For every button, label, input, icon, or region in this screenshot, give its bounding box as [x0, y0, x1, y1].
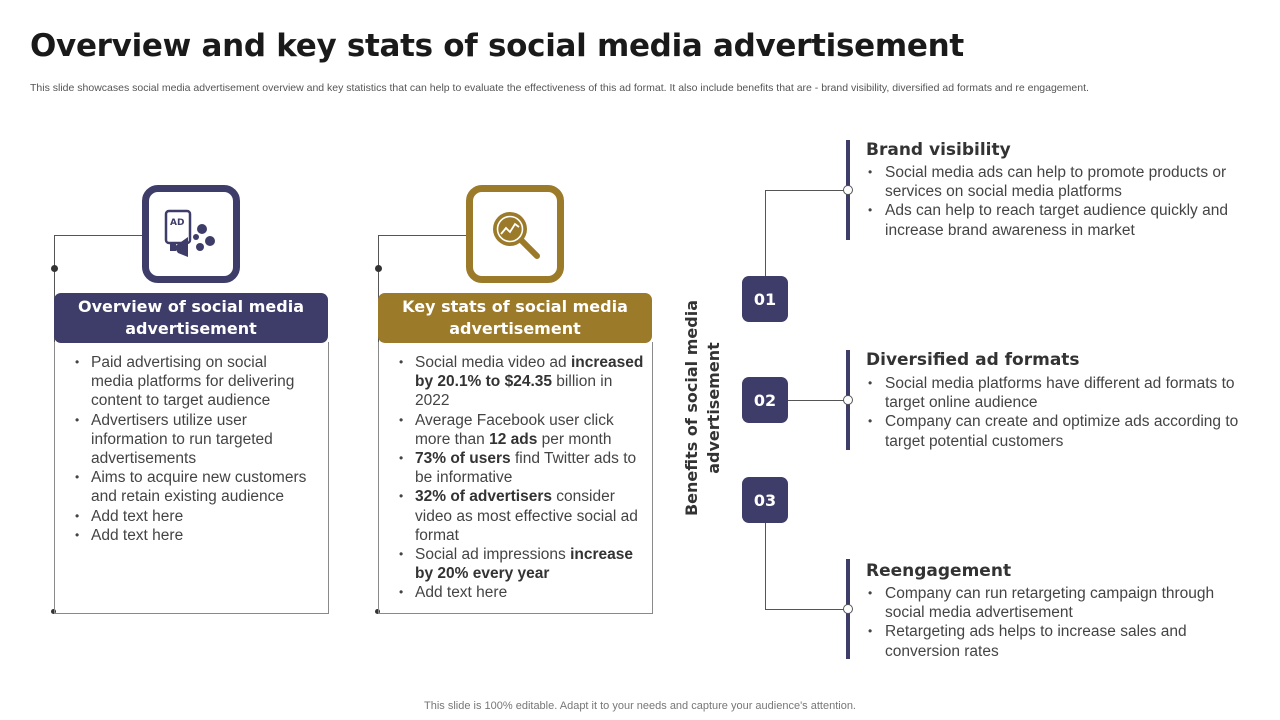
list-item: 32% of advertisers consider video as mos… [395, 487, 645, 545]
connector-line [765, 523, 766, 610]
list-item: Retargeting ads helps to increase sales … [866, 622, 1246, 660]
benefit-number-03: 03 [742, 477, 788, 523]
keystats-bullets: Social media video ad increased by 20.1%… [395, 353, 645, 603]
connector-dot [51, 265, 58, 272]
keystats-heading: Key stats of social media advertisement [378, 293, 652, 343]
benefit-title: Reengagement [866, 561, 1012, 581]
list-item: Advertisers utilize user information to … [71, 411, 311, 469]
connector-dot [375, 609, 380, 614]
list-item: Aims to acquire new customers and retain… [71, 468, 311, 506]
connector-dot [51, 609, 56, 614]
connector-node [843, 185, 853, 195]
keystats-card [378, 342, 653, 614]
connector-dot [375, 265, 382, 272]
page-subtitle: This slide showcases social media advert… [30, 82, 1089, 94]
list-item: Paid advertising on social media platfor… [71, 353, 311, 411]
connector-node [843, 604, 853, 614]
list-item: Social media ads can help to promote pro… [866, 163, 1246, 201]
list-item: Social media video ad increased by 20.1%… [395, 353, 645, 411]
connector-node [843, 395, 853, 405]
benefit-number-02: 02 [742, 377, 788, 423]
benefit-title: Brand visibility [866, 140, 1011, 160]
list-item: Company can run retargeting campaign thr… [866, 584, 1246, 622]
magnifier-chart-icon [493, 212, 540, 259]
benefit-number-01: 01 [742, 276, 788, 322]
footer-note: This slide is 100% editable. Adapt it to… [424, 700, 856, 712]
list-item: Social ad impressions increase by 20% ev… [395, 545, 645, 583]
ad-megaphone-icon: AD [164, 209, 215, 257]
page-title: Overview and key stats of social media a… [30, 28, 964, 64]
overview-heading: Overview of social media advertisement [54, 293, 328, 343]
keystats-icon-box [466, 185, 564, 283]
overview-bullets: Paid advertising on social media platfor… [71, 353, 311, 545]
benefit-bullets: Social media platforms have different ad… [866, 374, 1246, 451]
overview-card [54, 342, 329, 614]
connector-line [765, 190, 848, 191]
connector-line [765, 190, 766, 276]
list-item: Add text here [71, 507, 311, 526]
svg-text:AD: AD [170, 218, 184, 228]
list-item: Company can create and optimize ads acco… [866, 412, 1246, 450]
list-item: 73% of users find Twitter ads to be info… [395, 449, 645, 487]
list-item: Average Facebook user click more than 12… [395, 411, 645, 449]
list-item: Social media platforms have different ad… [866, 374, 1246, 412]
benefits-side-label: Benefits of social media advertisement [682, 300, 723, 517]
benefit-bullets: Company can run retargeting campaign thr… [866, 584, 1246, 661]
list-item: Ads can help to reach target audience qu… [866, 201, 1246, 239]
benefit-title: Diversified ad formats [866, 350, 1080, 370]
connector-line [378, 235, 466, 236]
list-item: Add text here [71, 526, 311, 545]
connector-line [788, 400, 848, 401]
benefit-bullets: Social media ads can help to promote pro… [866, 163, 1246, 240]
connector-line [54, 235, 142, 236]
overview-icon-box: AD [142, 185, 240, 283]
list-item: Add text here [395, 583, 645, 602]
connector-line [765, 609, 848, 610]
